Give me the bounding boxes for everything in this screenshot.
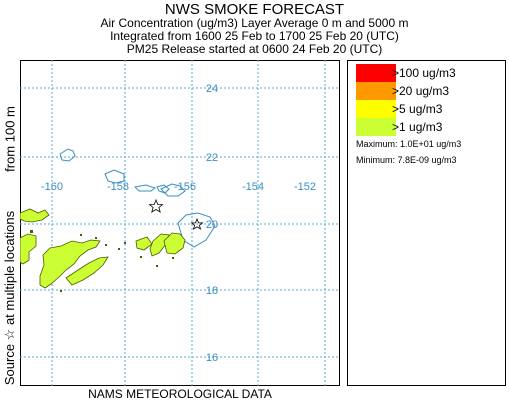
plume-speck <box>105 244 107 246</box>
maximum-value: Maximum: 1.0E+01 ug/m3 <box>356 139 462 149</box>
legend-item-100: >100 ug/m3 <box>356 64 460 82</box>
legend-swatch-red <box>356 64 396 82</box>
lat-label-24: 24 <box>206 83 218 95</box>
lat-label-16: 16 <box>206 352 218 364</box>
plume-patch <box>149 233 170 257</box>
plume-patch <box>135 236 153 251</box>
plume-patch <box>163 232 186 255</box>
source-height-text: from 100 m <box>2 106 18 173</box>
release-start: PM25 Release started at 0600 24 Feb 20 (… <box>126 42 383 56</box>
source-height-label: from 100 m Source ☆ at multiple location… <box>0 60 20 390</box>
graticule <box>20 60 340 386</box>
plume-speck <box>156 265 158 267</box>
lon-label-158: -158 <box>107 181 129 193</box>
legend-item-5: >5 ug/m3 <box>356 100 446 118</box>
legend-label: >20 ug/m3 <box>392 84 450 98</box>
source-star-icon <box>190 217 204 230</box>
map-frame <box>20 60 340 386</box>
legend-swatch-green <box>356 118 396 136</box>
island-kauai <box>59 148 76 162</box>
integration-period: Integrated from 1600 25 Feb to 1700 25 F… <box>110 29 399 43</box>
lat-label-22: 22 <box>206 152 218 164</box>
island-oahu <box>104 169 125 184</box>
minimum-value: Minimum: 7.8E-09 ug/m3 <box>356 155 457 165</box>
plume-speck <box>124 242 126 244</box>
concentration-subtitle: Air Concentration (ug/m3) Layer Average … <box>100 16 409 30</box>
legend-item-1: >1 ug/m3 <box>356 118 446 136</box>
plume-speck <box>95 237 97 239</box>
plume-speck <box>60 290 62 292</box>
lat-label-20: 20 <box>206 219 218 231</box>
island-big-island <box>177 212 216 248</box>
coastlines <box>59 148 216 248</box>
plume-patch <box>20 233 37 265</box>
plume-speck <box>172 257 174 259</box>
smoke-plume <box>20 208 186 289</box>
forecast-title: NWS SMOKE FORECAST <box>164 1 345 18</box>
plume-speck <box>80 234 82 236</box>
lon-label-152: -152 <box>294 181 316 193</box>
legend-label: >100 ug/m3 <box>392 66 456 80</box>
plume-patch <box>20 208 50 223</box>
lat-label-18: 18 <box>206 285 218 297</box>
lon-label-154: -154 <box>242 181 264 193</box>
island-lanai <box>156 184 170 194</box>
plume-speck <box>30 230 33 233</box>
island-maui <box>160 183 186 197</box>
legend-label: >5 ug/m3 <box>392 102 443 116</box>
source-star-icon <box>148 198 164 213</box>
legend-label: >1 ug/m3 <box>392 120 443 134</box>
plume-speck <box>118 248 120 250</box>
plume-specks <box>30 230 174 292</box>
plume-speck <box>140 256 142 258</box>
legend-swatch-orange <box>356 82 396 100</box>
legend: >100 ug/m3 >20 ug/m3 >5 ug/m3 >1 ug/m3 M… <box>347 60 506 386</box>
plume-patch <box>39 239 101 289</box>
smoke-map[interactable]: -160 -158 -156 -154 -152 24 22 20 18 16 <box>20 60 340 386</box>
island-molokai <box>133 184 157 192</box>
lon-label-156: -156 <box>174 181 196 193</box>
source-location-text: Source ☆ at multiple locations <box>2 210 17 385</box>
legend-item-20: >20 ug/m3 <box>356 82 453 100</box>
source-markers <box>148 198 204 230</box>
meteorological-data-label: NAMS METEOROLOGICAL DATA <box>88 387 272 401</box>
plume-patch <box>65 256 109 286</box>
lon-label-160: -160 <box>41 181 63 193</box>
legend-swatch-yellow <box>356 100 396 118</box>
